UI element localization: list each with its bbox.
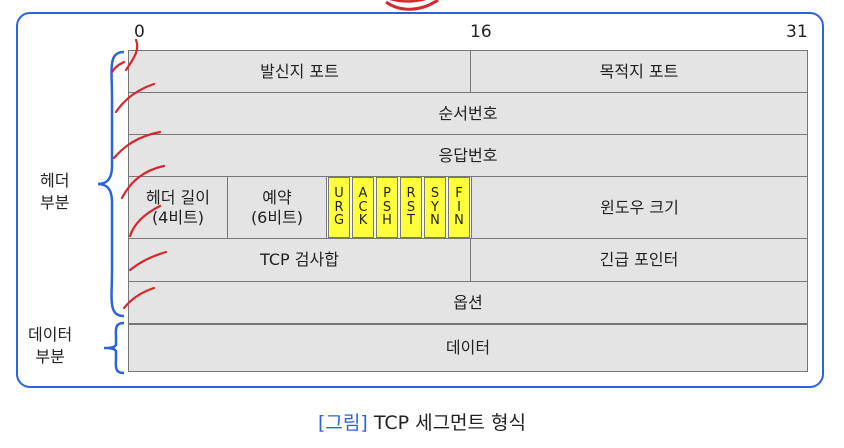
flag-fin: F I N — [448, 177, 470, 238]
data-part-label: 데이터 부분 — [28, 324, 72, 367]
figure-caption: [그림] TCP 세그먼트 형식 — [0, 408, 844, 435]
red-check-marks — [110, 38, 168, 310]
flag-letter: N — [454, 213, 464, 229]
ack-number-field: 응답번호 — [128, 134, 808, 177]
data-part-line1: 데이터 — [28, 325, 73, 344]
reserved-label: 예약 — [262, 188, 292, 208]
flag-psh: P S H — [376, 177, 398, 238]
flag-ack: A C K — [352, 177, 374, 238]
source-port-field: 발신지 포트 — [128, 50, 471, 93]
flag-letter: I — [457, 199, 461, 215]
flag-letter: S — [382, 199, 392, 215]
sequence-number-field: 순서번호 — [128, 92, 808, 135]
data-field: 데이터 — [128, 324, 808, 372]
data-brace — [103, 321, 125, 375]
bit-label-0: 0 — [134, 22, 145, 42]
flag-syn: S Y N — [424, 177, 446, 238]
reserved-bits: (6비트) — [250, 207, 304, 227]
options-field: 옵션 — [128, 281, 808, 324]
flag-letter: C — [358, 199, 368, 215]
header-length-label: 헤더 길이 — [146, 188, 210, 208]
flag-letter: Y — [431, 199, 439, 215]
flag-letter: S — [406, 199, 416, 215]
reserved-field: 예약 (6비트) — [227, 176, 327, 239]
flag-letter: F — [455, 186, 463, 202]
header-length-bits: (4비트) — [151, 207, 205, 227]
red-annotation-mark — [385, 0, 439, 11]
flag-letter: R — [334, 199, 344, 215]
flag-letter: R — [406, 186, 416, 202]
header-brace — [97, 50, 125, 318]
bit-label-31: 31 — [786, 22, 808, 42]
flag-urg: U R G — [328, 177, 350, 238]
caption-text: TCP 세그먼트 형식 — [373, 412, 527, 434]
flag-letter: G — [333, 213, 345, 229]
flag-letter: T — [407, 213, 415, 229]
header-part-line2: 부분 — [40, 192, 70, 212]
header-part-line1: 헤더 — [40, 171, 70, 190]
flag-letter: P — [383, 186, 391, 202]
checksum-field: TCP 검사합 — [128, 238, 471, 282]
flag-letter: S — [430, 186, 440, 202]
data-part-line2: 부분 — [35, 346, 65, 366]
window-size-field: 윈도우 크기 — [471, 176, 808, 239]
caption-tag: [그림] — [317, 412, 368, 434]
bit-label-16: 16 — [470, 22, 492, 42]
flag-letter: H — [382, 213, 392, 229]
flag-letter: U — [334, 186, 344, 202]
urgent-pointer-field: 긴급 포인터 — [470, 238, 808, 282]
flag-letter: K — [358, 213, 368, 229]
flag-rst: R S T — [400, 177, 422, 238]
dest-port-field: 목적지 포트 — [470, 50, 808, 93]
flag-letter: A — [358, 186, 368, 202]
header-part-label: 헤더 부분 — [40, 170, 69, 213]
flag-letter: N — [430, 213, 440, 229]
header-length-field: 헤더 길이 (4비트) — [128, 176, 228, 239]
